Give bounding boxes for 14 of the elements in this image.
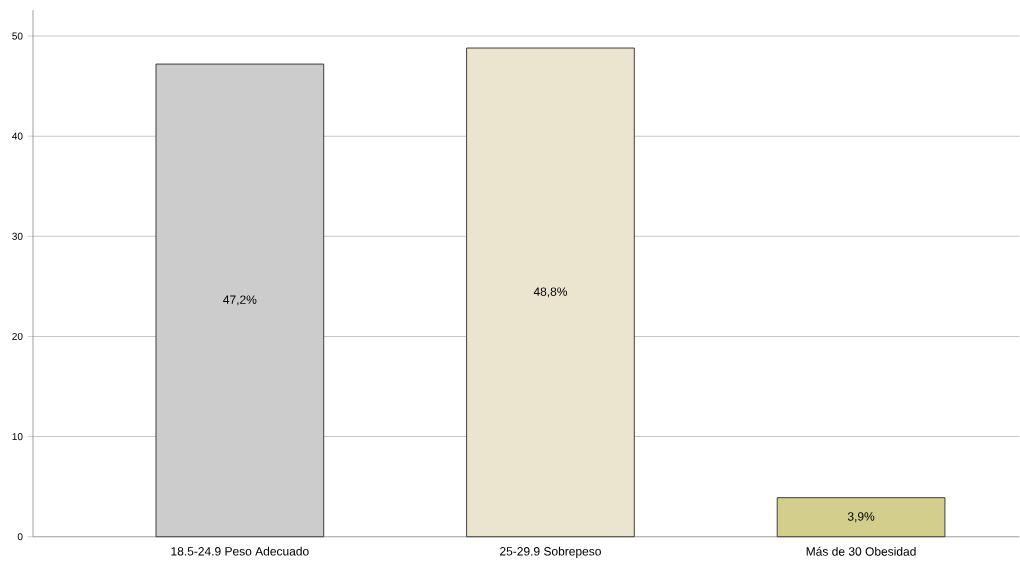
data-label: 47,2%	[223, 295, 257, 306]
y-tick-label: 20	[12, 333, 23, 341]
x-tick-label: 18.5-24.9 Peso Adecuado	[171, 546, 309, 556]
data-label: 3,9%	[847, 512, 875, 523]
bar	[466, 47, 635, 538]
x-tick-label: Más de 30 Obesidad	[806, 546, 916, 556]
y-tick-label: 50	[12, 32, 23, 40]
y-tick-label: 30	[12, 232, 23, 240]
bar	[776, 497, 946, 538]
x-tick-label: 25-29.9 Sobrepeso	[500, 546, 601, 559]
data-label: 48,8%	[533, 287, 568, 298]
y-tick-label: 40	[12, 132, 23, 140]
y-tick-label: 10	[12, 433, 23, 441]
y-tick-label: 0	[17, 533, 23, 541]
